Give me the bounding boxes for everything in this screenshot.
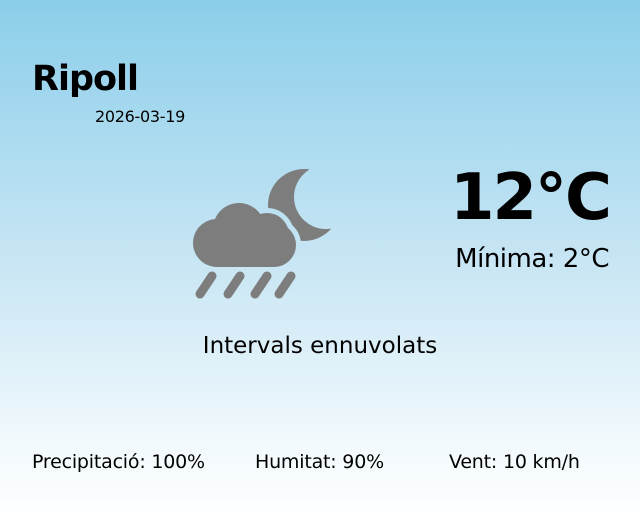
humidity-label: Humitat: 90%	[255, 451, 384, 473]
cloud-shape	[193, 203, 296, 267]
condition-text: Intervals ennuvolats	[202, 333, 438, 359]
wind-label: Vent: 10 km/h	[449, 451, 580, 473]
precipitation-label: Precipitació: 100%	[32, 451, 205, 473]
weather-icon-svg	[185, 155, 350, 307]
rain-slashes	[195, 271, 296, 299]
cloud-moon-rain-icon	[185, 155, 350, 307]
date-label: 2026-03-19	[95, 107, 185, 126]
location-title: Ripoll	[32, 59, 139, 99]
minimum-temperature: Mínima: 2°C	[455, 244, 609, 274]
temperature-value: 12°C	[449, 161, 612, 235]
